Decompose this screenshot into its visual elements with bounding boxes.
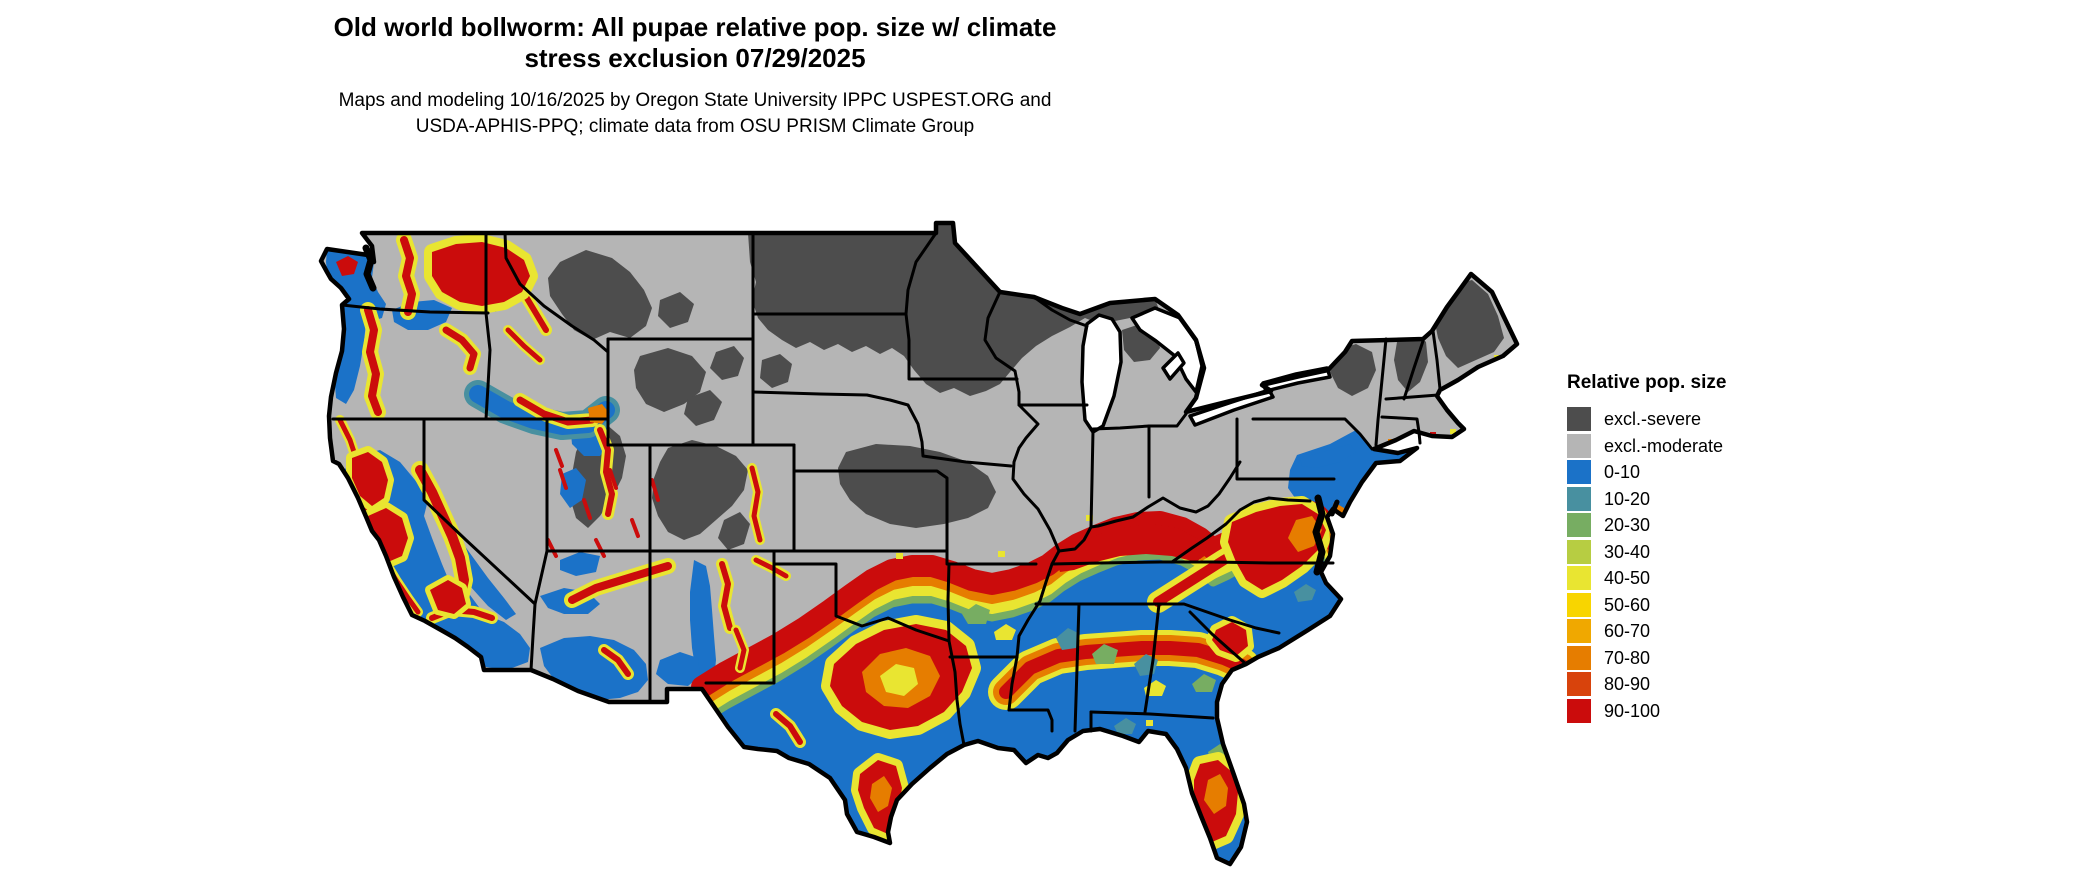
legend-row: 80-90	[1567, 671, 1726, 698]
legend-label: 20-30	[1604, 515, 1651, 535]
saginaw-bay	[1161, 351, 1186, 381]
map-band-v90_100	[415, 465, 469, 603]
legend-row: excl.-moderate	[1567, 433, 1726, 460]
map-band-v90_100	[999, 641, 1249, 699]
legend-row: 30-40	[1567, 539, 1726, 566]
map-band-v90_100	[582, 498, 592, 520]
lake-michigan	[1080, 313, 1123, 434]
map-band-v90_100	[505, 327, 543, 363]
legend-swatch-60-70	[1567, 619, 1591, 644]
map-band-v90_100	[753, 557, 789, 579]
map-band-v90_100	[568, 562, 672, 604]
map-band-v90_100	[630, 518, 640, 538]
map-band-v90_100	[650, 478, 660, 502]
legend-label: 10-20	[1604, 488, 1651, 509]
legend-swatch-50-60	[1567, 592, 1591, 617]
map-band-v90_100	[364, 306, 382, 416]
legend-label: excl.-moderate	[1604, 435, 1724, 456]
map-band-v90_100	[719, 561, 733, 631]
legend-row: 50-60	[1567, 592, 1726, 619]
map-band-v90_100	[749, 465, 763, 543]
map-title-line2: stress exclusion 07/29/2025	[524, 43, 866, 73]
map-band-v90_100	[608, 468, 618, 490]
heading: Old world bollworm: All pupae relative p…	[0, 12, 1390, 140]
legend-label: 80-90	[1604, 674, 1651, 694]
map-band-v90_100	[773, 711, 803, 745]
legend-swatch-90-100	[1567, 698, 1591, 723]
map-band-v90_100	[601, 647, 631, 677]
legend-title: Relative pop. size	[1567, 372, 1727, 393]
us-outline	[318, 220, 1520, 867]
legend-label: 30-40	[1604, 541, 1651, 562]
map-subtitle-line2: USDA-APHIS-PPQ; climate data from OSU PR…	[415, 116, 975, 137]
map-subtitle-line1: Maps and modeling 10/16/2025 by Oregon S…	[338, 90, 1052, 111]
legend-swatch-20-30	[1567, 513, 1591, 538]
map-band-v90_100	[558, 468, 568, 490]
legend-row: 70-80	[1567, 645, 1726, 672]
map-band-v90_100	[400, 236, 416, 316]
legend-swatch-10-20	[1567, 486, 1591, 511]
map-band-v90_100	[594, 538, 606, 558]
legend-row: 60-70	[1567, 618, 1726, 645]
legend-row: 90-100	[1567, 698, 1726, 725]
legend-row: 10-20	[1567, 486, 1726, 513]
legend-swatch-excl-moderate	[1567, 433, 1591, 458]
state-boundaries	[331, 231, 1442, 747]
legend-row: 20-30	[1567, 512, 1726, 539]
legend-swatch-0-10	[1567, 460, 1591, 485]
chesapeake-bay	[1312, 494, 1326, 576]
us-risk-map	[318, 220, 1520, 867]
legend-label: 40-50	[1604, 568, 1651, 588]
legend-label: 70-80	[1604, 647, 1651, 668]
delaware-bay	[1329, 499, 1340, 517]
legend-label: 0-10	[1604, 462, 1641, 482]
legend-label: 90-100	[1604, 700, 1661, 721]
map-title-line1: Old world bollworm: All pupae relative p…	[333, 12, 1057, 42]
map-band-v90_100	[554, 448, 564, 468]
puget-sound	[362, 244, 377, 292]
legend-row: excl.-severe	[1567, 406, 1726, 433]
legend-swatch-40-50	[1567, 566, 1591, 591]
map-region-excl-severe	[548, 223, 1504, 550]
legend-row: 0-10	[1567, 459, 1726, 486]
map-band-v90_100	[733, 627, 747, 671]
legend-label: 60-70	[1604, 621, 1651, 641]
map-band-v90_100	[597, 427, 615, 517]
legend-swatch-30-40	[1567, 539, 1591, 564]
legend-row: 40-50	[1567, 565, 1726, 592]
map-subtitle: Maps and modeling 10/16/2025 by Oregon S…	[0, 88, 1390, 140]
map-band-v90_100	[546, 538, 558, 558]
map-band-v90_100	[442, 326, 478, 372]
legend: Relative pop. size excl.-severe excl.-mo…	[1567, 372, 1726, 724]
legend-label: 50-60	[1604, 594, 1651, 615]
legend-swatch-80-90	[1567, 672, 1591, 697]
legend-swatch-excl-severe	[1567, 407, 1591, 432]
legend-label: excl.-severe	[1604, 409, 1702, 429]
legend-swatch-70-80	[1567, 645, 1591, 670]
